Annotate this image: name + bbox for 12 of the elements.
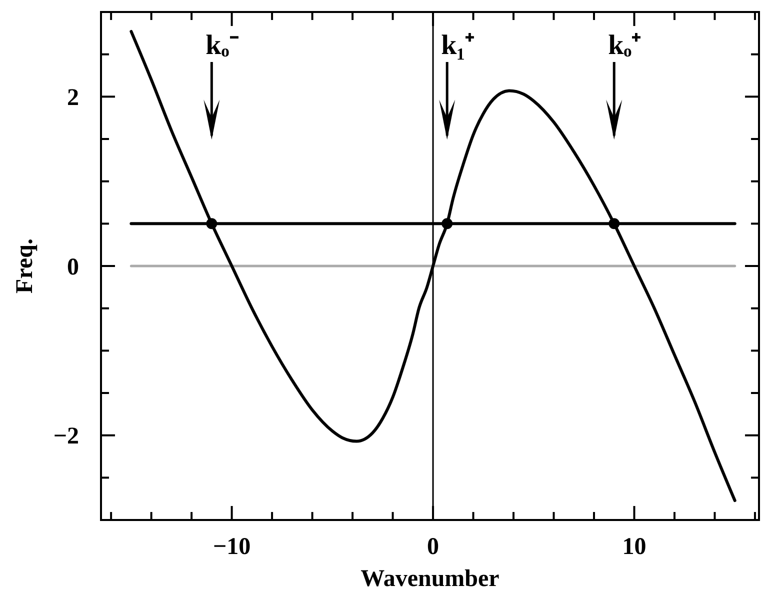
annotation: kₒ⁺ xyxy=(608,30,641,61)
x-axis-title: Wavenumber xyxy=(360,566,500,592)
annotation: kₒ⁻ xyxy=(206,30,238,61)
y-tick-label: 0 xyxy=(67,254,79,280)
x-tick-label: 0 xyxy=(427,534,440,560)
y-tick-label: −2 xyxy=(53,424,79,450)
y-axis-title: Freq. xyxy=(12,238,38,294)
y-tick-label: 2 xyxy=(67,85,79,112)
line-series xyxy=(130,30,736,502)
annotation: k₁⁺ xyxy=(441,30,474,61)
x-tick-label: 10 xyxy=(622,534,646,560)
x-tick-label: −10 xyxy=(212,534,251,560)
